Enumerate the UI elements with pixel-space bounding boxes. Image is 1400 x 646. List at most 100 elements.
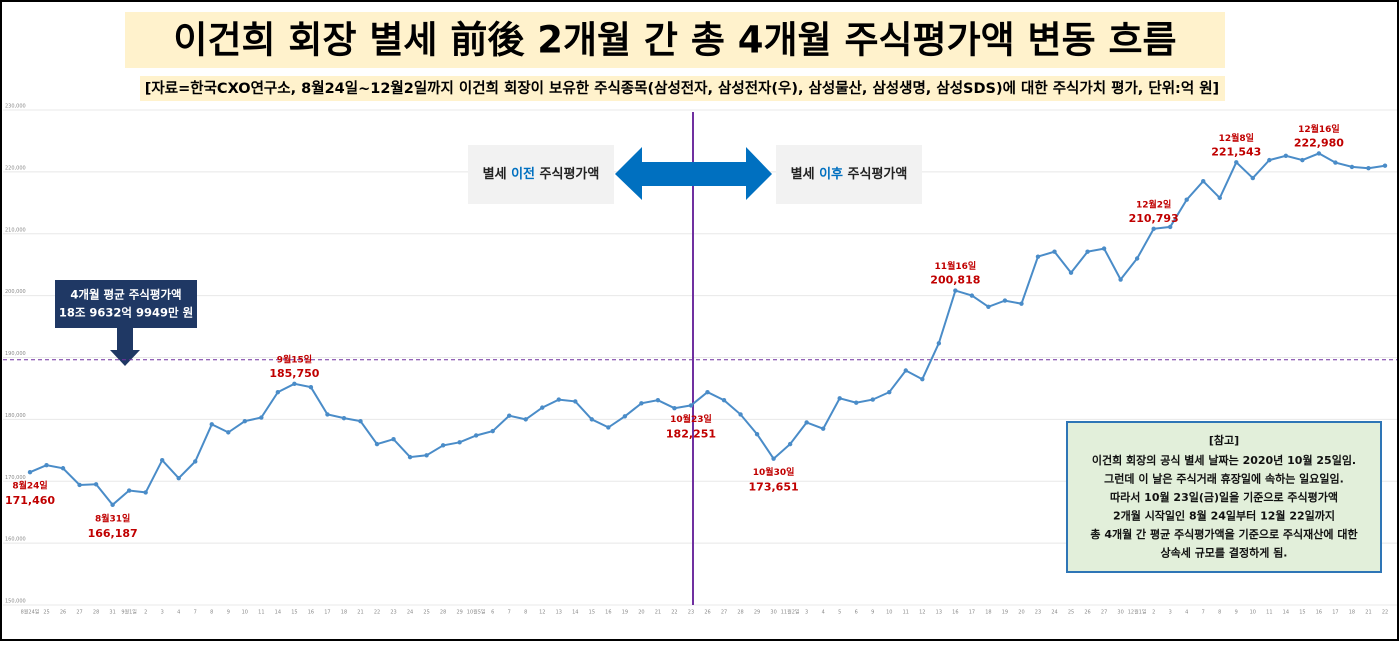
x-tick-label: 11월2일 <box>781 609 800 616</box>
x-tick-label: 14 <box>275 610 281 616</box>
data-point <box>903 368 908 373</box>
data-point <box>242 419 248 424</box>
x-tick-label: 4 <box>822 610 825 616</box>
x-tick-label: 5 <box>838 610 841 616</box>
point-date-label: 11월16일 <box>935 260 977 272</box>
x-tick-label: 18 <box>341 610 347 616</box>
y-tick-label: 220,000 <box>5 165 26 171</box>
note-line: 2개월 시작일인 8월 24일부터 12월 22일까지 <box>1113 509 1335 523</box>
x-tick-label: 10 <box>242 610 248 616</box>
x-tick-label: 12 <box>919 610 925 616</box>
data-point <box>523 417 528 422</box>
data-point <box>1316 151 1322 156</box>
x-tick-label: 3 <box>805 610 808 616</box>
double-arrow <box>615 147 772 200</box>
average-box <box>55 280 197 328</box>
data-point <box>1283 153 1289 158</box>
x-tick-label: 19 <box>1002 610 1008 616</box>
x-tick-label: 2 <box>1152 610 1155 616</box>
x-tick-label: 26 <box>1084 610 1090 616</box>
value-label: 173,651 <box>749 481 799 494</box>
x-tick-label: 12월1일 <box>1128 609 1147 616</box>
data-point <box>126 488 132 493</box>
x-tick-label: 8월24일 <box>21 609 40 616</box>
x-tick-label: 2 <box>144 610 147 616</box>
x-tick-label: 13 <box>556 610 562 616</box>
y-tick-label: 200,000 <box>5 289 26 295</box>
note-line: 이건희 회장의 공식 별세 날짜는 2020년 10월 25일임. <box>1092 453 1356 467</box>
chart-title: 이건희 회장 별세 前後 2개월 간 총 4개월 주식평가액 변동 흐름 <box>173 19 1176 62</box>
value-label: 182,251 <box>666 427 716 440</box>
before-label-part: 별세 <box>483 166 511 182</box>
data-point <box>820 426 826 431</box>
subtitle-bg <box>140 76 1225 101</box>
data-point <box>556 397 561 402</box>
note-box <box>1066 421 1382 573</box>
x-tick-label: 13 <box>936 610 942 616</box>
x-tick-label: 15 <box>1299 610 1305 616</box>
x-tick-label: 17 <box>1332 610 1338 616</box>
data-point <box>920 376 925 382</box>
data-point <box>27 470 33 475</box>
data-point <box>639 401 644 406</box>
x-tick-label: 24 <box>407 610 413 616</box>
data-point <box>1035 254 1041 259</box>
x-tick-label: 25 <box>423 610 429 616</box>
note-line: 상속세 규모를 결정하게 됨. <box>1161 546 1288 560</box>
x-tick-label: 9 <box>227 610 230 616</box>
after-box <box>776 145 922 204</box>
note-title: [참고] <box>1209 433 1239 447</box>
x-tick-label: 7 <box>194 610 197 616</box>
before-label-part: 이전 <box>511 166 535 182</box>
data-point <box>854 400 859 405</box>
x-tick-label: 8 <box>524 610 527 616</box>
x-tick-label: 21 <box>655 610 661 616</box>
data-point <box>275 389 281 395</box>
data-point <box>837 396 842 401</box>
data-point <box>787 441 793 447</box>
y-tick-label: 230,000 <box>5 104 26 110</box>
x-tick-label: 6 <box>491 610 494 616</box>
y-tick-label: 150,000 <box>5 599 26 605</box>
x-tick-label: 16 <box>952 610 958 616</box>
x-tick-label: 23 <box>390 610 396 616</box>
data-point <box>60 466 66 471</box>
data-point <box>1333 160 1338 165</box>
data-point <box>176 475 181 481</box>
data-point <box>1085 249 1090 254</box>
data-point <box>407 454 413 460</box>
x-tick-label: 18 <box>1349 610 1355 616</box>
data-point <box>473 433 479 438</box>
x-tick-label: 21 <box>357 610 363 616</box>
x-tick-label: 16 <box>1316 610 1322 616</box>
x-tick-label: 3 <box>161 610 164 616</box>
x-tick-label: 22 <box>1382 610 1388 616</box>
data-point <box>93 482 99 487</box>
data-point <box>44 462 49 468</box>
data-point <box>143 490 148 495</box>
before-label-part: 주식평가액 <box>535 166 599 182</box>
x-tick-label: 4 <box>1185 610 1188 616</box>
x-tick-label: 9 <box>1235 610 1238 616</box>
x-tick-label: 20 <box>638 610 644 616</box>
value-label: 200,818 <box>930 274 980 287</box>
note-line: 따라서 10월 23일(금)일을 기준으로 주식평가액 <box>1110 490 1338 504</box>
point-date-label: 8월24일 <box>12 480 47 492</box>
data-point <box>1167 224 1173 230</box>
data-point <box>110 502 115 508</box>
point-date-label: 10월30일 <box>753 466 795 478</box>
point-date-label: 12월2일 <box>1136 198 1171 210</box>
data-point <box>1101 246 1107 251</box>
x-tick-label: 16 <box>308 610 314 616</box>
value-label: 210,793 <box>1129 212 1179 225</box>
data-point <box>573 399 578 404</box>
data-point <box>1267 157 1272 163</box>
x-tick-label: 31 <box>109 610 115 616</box>
x-tick-label: 21 <box>1365 610 1371 616</box>
data-point <box>1234 160 1239 165</box>
note-line: 총 4개월 간 평균 주식평가액을 기준으로 주식재산에 대한 <box>1090 527 1357 541</box>
x-tick-label: 30 <box>770 610 776 616</box>
data-point <box>391 436 396 442</box>
y-tick-label: 170,000 <box>5 475 26 481</box>
